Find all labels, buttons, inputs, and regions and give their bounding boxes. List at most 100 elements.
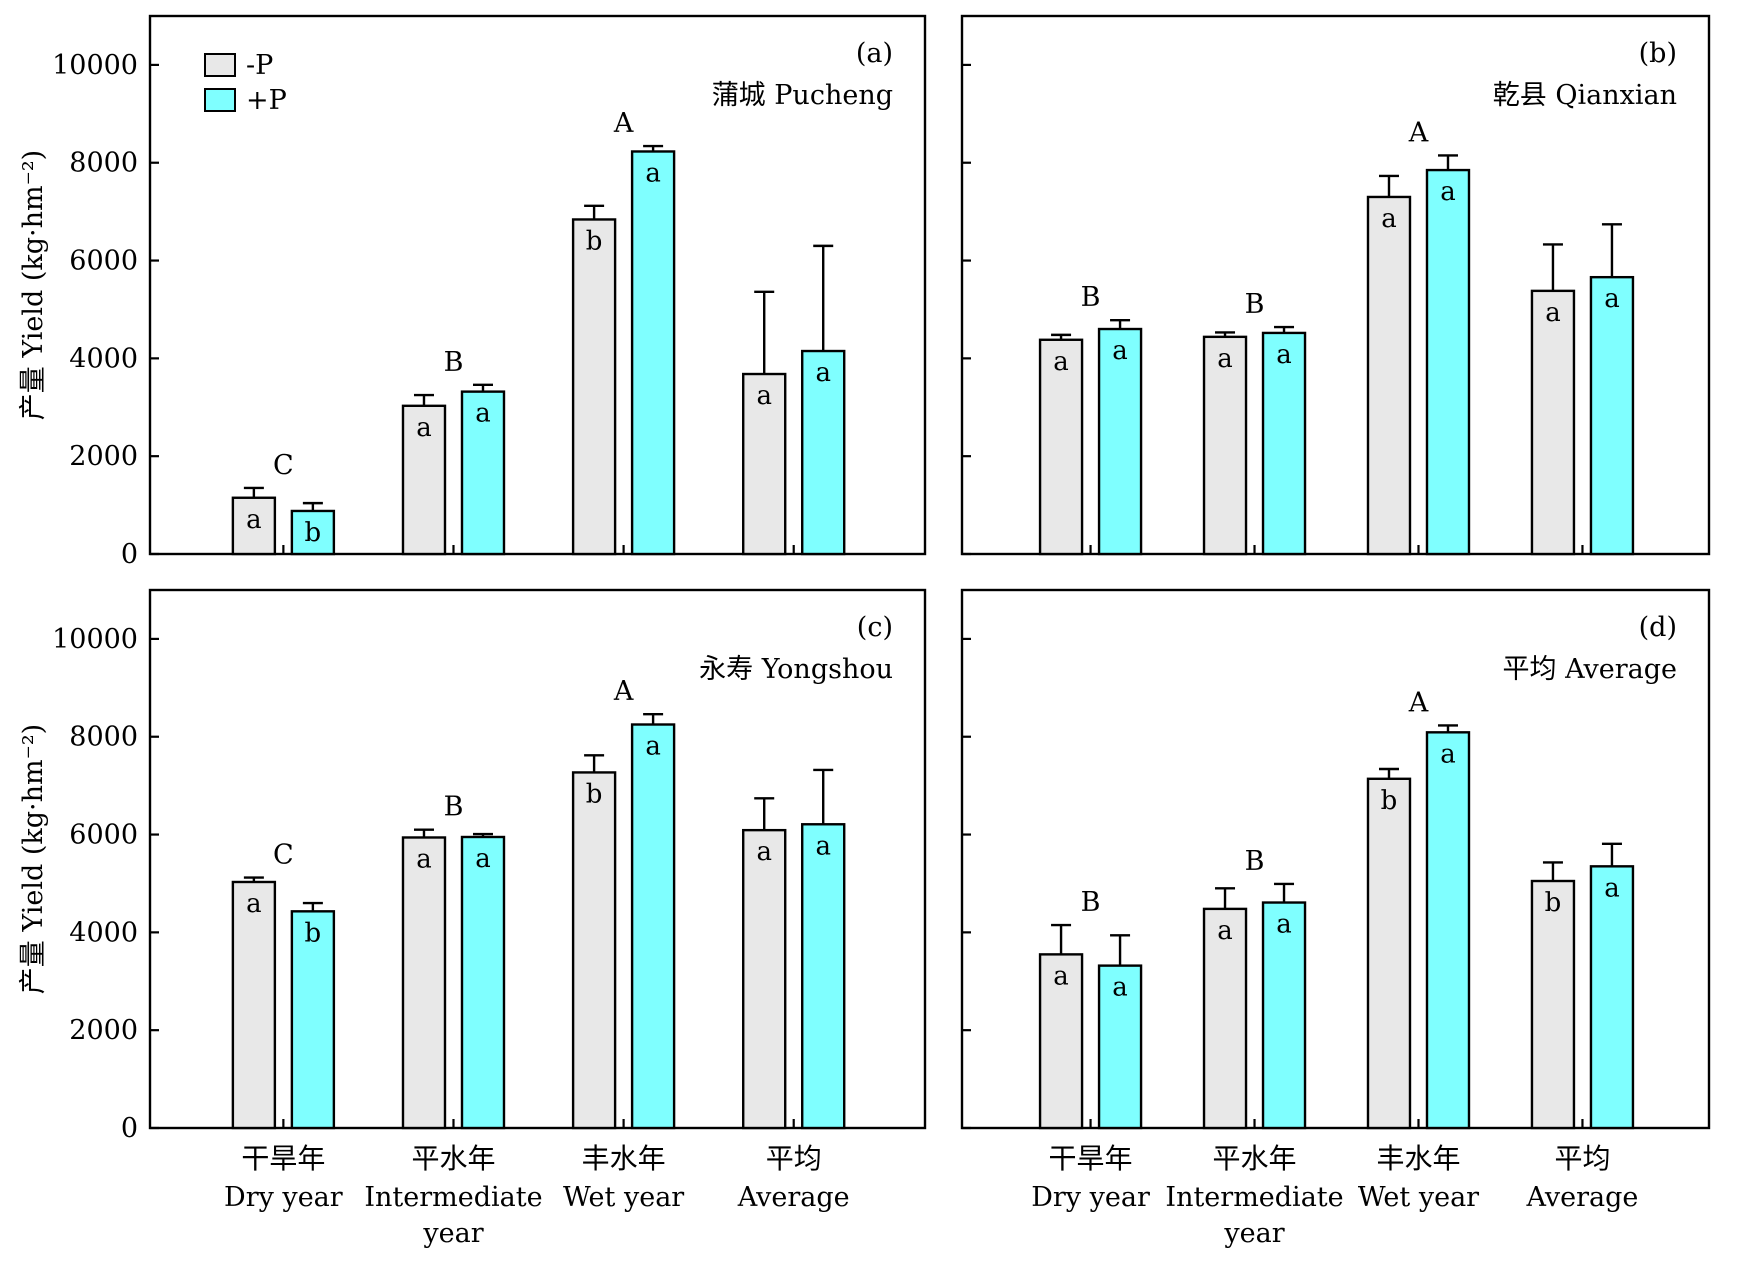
panel-tag: (a) (856, 38, 893, 69)
legend-label: -P (246, 50, 273, 81)
significance-letter: a (475, 844, 491, 874)
error-bar (413, 393, 434, 406)
significance-letter: a (645, 158, 661, 188)
group-letter: B (1081, 887, 1101, 918)
error-bar (243, 486, 264, 498)
error-bar (302, 501, 323, 511)
legend-label: +P (246, 85, 287, 116)
legend: -P +P (204, 50, 287, 116)
significance-letter: a (756, 837, 772, 867)
error-bar (1051, 333, 1072, 340)
bar-plus-p (801, 823, 846, 1130)
error-bar (1110, 319, 1131, 330)
group-letter: A (1408, 117, 1429, 148)
bar-plus-p (1589, 865, 1635, 1130)
bar-plus-p (630, 723, 676, 1130)
significance-letter: a (1276, 340, 1292, 370)
y-tick-label: 10000 (52, 50, 138, 81)
group-letter: C (273, 450, 294, 481)
error-bar (413, 828, 434, 838)
bar-minus-p (401, 836, 447, 1130)
error-bar (643, 713, 664, 725)
panel-site-label: 蒲城 Pucheng (712, 80, 893, 111)
significance-letter: a (1053, 961, 1069, 991)
x-category-label-en: Dry year (1031, 1182, 1150, 1213)
bar-plus-p (1425, 168, 1471, 556)
bar-minus-p (231, 880, 277, 1130)
significance-letter: a (815, 358, 831, 388)
significance-letter: a (1381, 204, 1397, 234)
error-bar (1601, 223, 1622, 278)
bar-plus-p (630, 150, 676, 556)
x-category-label-cn: 平水年 (1213, 1142, 1297, 1175)
error-bar (1215, 331, 1236, 337)
significance-letter: a (246, 889, 262, 919)
significance-letter: a (1112, 973, 1128, 1003)
significance-letter: a (1440, 177, 1456, 207)
legend-swatch (204, 88, 236, 112)
group-letter: A (613, 676, 634, 707)
y-tick-label: 8000 (69, 148, 138, 179)
bar-minus-p (1202, 907, 1248, 1130)
error-bar (584, 754, 605, 773)
panel-tag: (c) (857, 612, 893, 643)
x-category-label-cn: 平均 (1554, 1142, 1610, 1175)
significance-letter: a (1604, 873, 1620, 903)
group-letter: B (444, 792, 464, 823)
group-letter: A (613, 108, 634, 139)
plot-frame (960, 14, 1711, 556)
legend-swatch (204, 53, 236, 77)
group-letter: B (444, 347, 464, 378)
significance-letter: a (1217, 916, 1233, 946)
y-tick-label: 2000 (69, 1015, 138, 1046)
significance-letter: b (586, 779, 603, 809)
error-bar (754, 290, 775, 375)
bar-minus-p (1366, 195, 1412, 556)
x-category-label-cn: 干旱年 (241, 1142, 325, 1175)
error-bar (1215, 887, 1236, 909)
significance-letter: a (416, 844, 432, 874)
bar-plus-p (290, 509, 336, 556)
x-category-label-cn: 平均 (766, 1142, 822, 1175)
bar-plus-p (1589, 275, 1635, 556)
y-tick-label: 0 (121, 1113, 138, 1144)
y-tick-label: 10000 (52, 624, 138, 655)
bar-plus-p (460, 835, 506, 1130)
significance-letter: a (1053, 347, 1069, 377)
error-bar (813, 768, 834, 825)
bar-minus-p (1366, 777, 1412, 1130)
significance-letter: a (1217, 344, 1233, 374)
significance-letter: a (1440, 739, 1456, 769)
x-category-label-en: Wet year (563, 1182, 684, 1213)
bar-minus-p (1202, 335, 1248, 556)
bar-minus-p (742, 372, 787, 556)
y-tick-label: 6000 (69, 820, 138, 851)
significance-letter: a (1112, 336, 1128, 366)
x-category-label-cn: 丰水年 (1376, 1142, 1460, 1175)
bar-minus-p (231, 496, 277, 556)
panel-site-label: 乾县 Qianxian (1493, 80, 1677, 111)
y-tick-label: 4000 (69, 343, 138, 374)
error-bar (1051, 923, 1072, 955)
bar-minus-p (571, 771, 617, 1130)
significance-letter: b (1545, 888, 1562, 918)
group-letter: C (273, 840, 294, 871)
error-bar (1437, 724, 1458, 733)
group-letter: B (1081, 282, 1101, 313)
error-bar (813, 244, 834, 352)
y-tick-label: 2000 (69, 441, 138, 472)
bar-minus-p (401, 404, 447, 556)
x-category-label-en: year (1223, 1218, 1284, 1249)
panel-site-label: 永寿 Yongshou (699, 654, 893, 685)
significance-letter: a (246, 505, 262, 535)
group-letter: B (1245, 846, 1265, 877)
bar-plus-p (1261, 331, 1307, 556)
error-bar (1274, 882, 1295, 903)
error-bar (472, 383, 493, 392)
panel-tag: (d) (1639, 612, 1677, 643)
x-category-label-en: Average (737, 1182, 850, 1213)
